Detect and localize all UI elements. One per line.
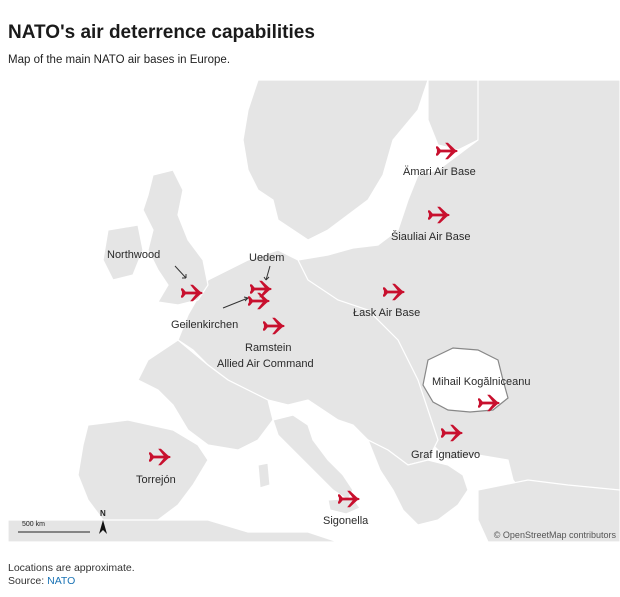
source-link[interactable]: NATO xyxy=(47,575,76,587)
scale-bar-label: 500 km xyxy=(22,521,45,528)
arrow-uedem xyxy=(265,265,271,281)
footer-notes: Locations are approximate. Source: NATO xyxy=(8,562,135,588)
arrow-geilenkirchen xyxy=(222,297,249,309)
arrow-northwood xyxy=(174,265,187,279)
label-uedem: Uedem xyxy=(249,252,284,264)
leader-lines xyxy=(174,265,271,309)
north-arrow-icon xyxy=(99,520,107,534)
land-scandinavia xyxy=(242,80,429,241)
label-amari: Ämari Air Base xyxy=(403,166,476,178)
scale-bar: 500 km xyxy=(18,521,90,533)
land-north-africa xyxy=(8,519,339,542)
arrow-northwood-head xyxy=(182,274,187,279)
land-italy xyxy=(272,414,354,501)
land-turkey xyxy=(477,479,620,542)
footer-source: Source: NATO xyxy=(8,575,135,588)
label-sigonella: Sigonella xyxy=(323,515,369,527)
map-title: NATO's air deterrence capabilities xyxy=(8,22,315,43)
base-labels: Ämari Air Base Šiauliai Air Base Northwo… xyxy=(107,166,530,527)
label-northwood: Northwood xyxy=(107,249,160,261)
land-sardinia xyxy=(257,462,271,489)
map-canvas: Ämari Air Base Šiauliai Air Base Northwo… xyxy=(8,80,620,542)
north-label: N xyxy=(100,509,106,518)
source-prefix: Source: xyxy=(8,575,45,587)
north-arrow: N xyxy=(99,509,107,534)
label-ramstein-subname: Allied Air Command xyxy=(217,358,314,370)
land-ireland xyxy=(102,224,144,281)
highlighted-country-romania xyxy=(422,347,509,413)
map-subtitle: Map of the main NATO air bases in Europe… xyxy=(8,54,231,66)
label-ramstein: Ramstein xyxy=(245,342,291,354)
label-siauliai: Šiauliai Air Base xyxy=(391,230,471,243)
land-balkans xyxy=(366,438,469,526)
label-graf-ignatievo: Graf Ignatievo xyxy=(411,449,480,461)
arrow-uedem-head xyxy=(263,276,270,281)
land-iberia xyxy=(77,419,209,526)
europe-map: Ämari Air Base Šiauliai Air Base Northwo… xyxy=(8,80,620,542)
label-torrejon: Torrejón xyxy=(136,474,176,486)
land-france xyxy=(137,339,274,451)
arrow-geilenkirchen-head xyxy=(243,296,249,302)
label-geilenkirchen: Geilenkirchen xyxy=(171,319,238,331)
footer-note: Locations are approximate. xyxy=(8,562,135,574)
label-lask: Łask Air Base xyxy=(353,307,420,319)
label-mihail-kogalniceanu: Mihail Kogălniceanu xyxy=(432,376,530,388)
map-attribution: © OpenStreetMap contributors xyxy=(493,530,616,540)
land-great-britain xyxy=(142,169,209,306)
land xyxy=(8,80,620,542)
